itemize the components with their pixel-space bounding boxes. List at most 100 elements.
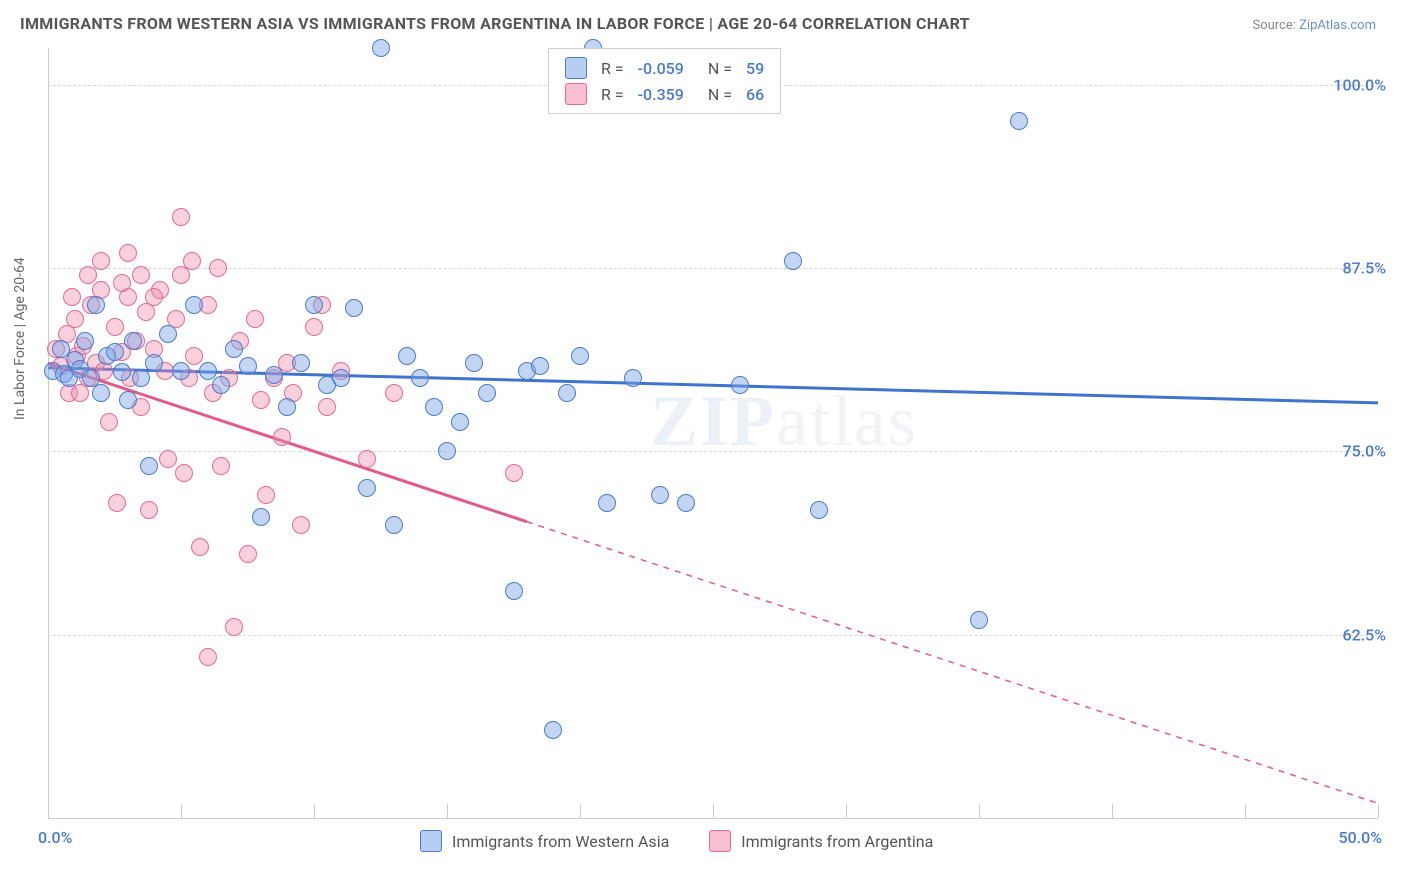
data-point — [358, 450, 376, 468]
y-axis-label: In Labor Force | Age 20-64 — [12, 257, 28, 420]
source-site: ZipAtlas.com — [1299, 18, 1376, 33]
data-point — [305, 296, 323, 314]
data-point — [624, 369, 642, 387]
data-point — [113, 274, 131, 292]
legend-row-argentina: R = -0.359 N = 66 — [565, 81, 764, 107]
data-point — [239, 357, 257, 375]
data-point — [358, 479, 376, 497]
data-point — [199, 648, 217, 666]
x-tick-mark — [713, 804, 714, 818]
x-tick-mark — [580, 804, 581, 818]
data-point — [970, 611, 988, 629]
data-point — [87, 296, 105, 314]
data-point — [132, 266, 150, 284]
data-point — [76, 332, 94, 350]
y-tick-label: 87.5% — [1342, 259, 1386, 278]
data-point — [199, 362, 217, 380]
data-point — [505, 464, 523, 482]
data-point — [478, 384, 496, 402]
data-point — [398, 347, 416, 365]
x-axis — [48, 818, 1378, 819]
data-point — [145, 288, 163, 306]
data-point — [172, 208, 190, 226]
data-point — [106, 318, 124, 336]
data-point — [1010, 112, 1028, 130]
legend-item-western-asia: Immigrants from Western Asia — [420, 830, 669, 852]
data-point — [558, 384, 576, 402]
data-point — [531, 357, 549, 375]
x-tick-mark — [447, 804, 448, 818]
data-point — [292, 516, 310, 534]
data-point — [66, 310, 84, 328]
y-tick-label: 62.5% — [1342, 625, 1386, 644]
data-point — [119, 391, 137, 409]
source-attribution: Source: ZipAtlas.com — [1252, 18, 1376, 33]
data-point — [191, 538, 209, 556]
data-point — [810, 501, 828, 519]
x-tick-mark — [979, 804, 980, 818]
data-point — [252, 391, 270, 409]
chart-title: IMMIGRANTS FROM WESTERN ASIA VS IMMIGRAN… — [20, 14, 970, 33]
data-point — [265, 366, 283, 384]
data-point — [92, 384, 110, 402]
y-tick-label: 100.0% — [1333, 75, 1386, 94]
data-point — [124, 332, 142, 350]
x-tick-mark — [846, 804, 847, 818]
data-point — [113, 363, 131, 381]
data-point — [598, 494, 616, 512]
data-point — [246, 310, 264, 328]
data-point — [172, 362, 190, 380]
data-point — [292, 354, 310, 372]
gridline — [48, 268, 1378, 269]
gridline — [48, 635, 1378, 636]
swatch-western-asia — [420, 830, 442, 852]
data-point — [465, 354, 483, 372]
trend-lines — [0, 0, 1406, 892]
gridline — [48, 451, 1378, 452]
x-tick-label-max: 50.0% — [1338, 828, 1382, 847]
data-point — [212, 457, 230, 475]
data-point — [385, 384, 403, 402]
data-point — [411, 369, 429, 387]
legend-label-western-asia: Immigrants from Western Asia — [452, 832, 669, 851]
data-point — [252, 508, 270, 526]
data-point — [385, 516, 403, 534]
data-point — [677, 494, 695, 512]
x-tick-mark — [1245, 804, 1246, 818]
data-point — [175, 464, 193, 482]
data-point — [372, 39, 390, 57]
swatch-argentina — [709, 830, 731, 852]
data-point — [345, 299, 363, 317]
data-point — [257, 486, 275, 504]
data-point — [159, 450, 177, 468]
legend-item-argentina: Immigrants from Argentina — [709, 830, 933, 852]
data-point — [100, 413, 118, 431]
data-point — [63, 288, 81, 306]
data-point — [225, 618, 243, 636]
x-tick-mark — [314, 804, 315, 818]
data-point — [239, 545, 257, 563]
data-point — [185, 347, 203, 365]
data-point — [212, 376, 230, 394]
y-tick-label: 75.0% — [1342, 442, 1386, 461]
data-point — [145, 354, 163, 372]
swatch-western-asia — [565, 57, 587, 79]
data-point — [571, 347, 589, 365]
swatch-argentina — [565, 83, 587, 105]
data-point — [108, 494, 126, 512]
x-tick-mark — [1112, 804, 1113, 818]
data-point — [106, 343, 124, 361]
data-point — [784, 252, 802, 270]
data-point — [79, 266, 97, 284]
source-label: Source: — [1252, 18, 1299, 33]
data-point — [183, 252, 201, 270]
data-point — [185, 296, 203, 314]
data-point — [318, 398, 336, 416]
data-point — [451, 413, 469, 431]
data-point — [425, 398, 443, 416]
data-point — [140, 457, 158, 475]
data-point — [225, 340, 243, 358]
x-tick-label-min: 0.0% — [38, 828, 72, 847]
data-point — [140, 501, 158, 519]
data-point — [305, 318, 323, 336]
